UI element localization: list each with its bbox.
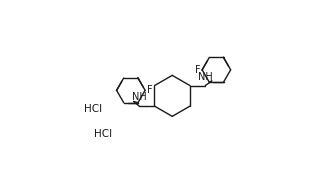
Text: NH: NH [198,72,213,82]
Text: HCl: HCl [94,129,112,139]
Text: NH: NH [132,92,146,102]
Text: F: F [195,65,201,75]
Text: F: F [146,85,152,95]
Text: HCl: HCl [84,104,102,114]
